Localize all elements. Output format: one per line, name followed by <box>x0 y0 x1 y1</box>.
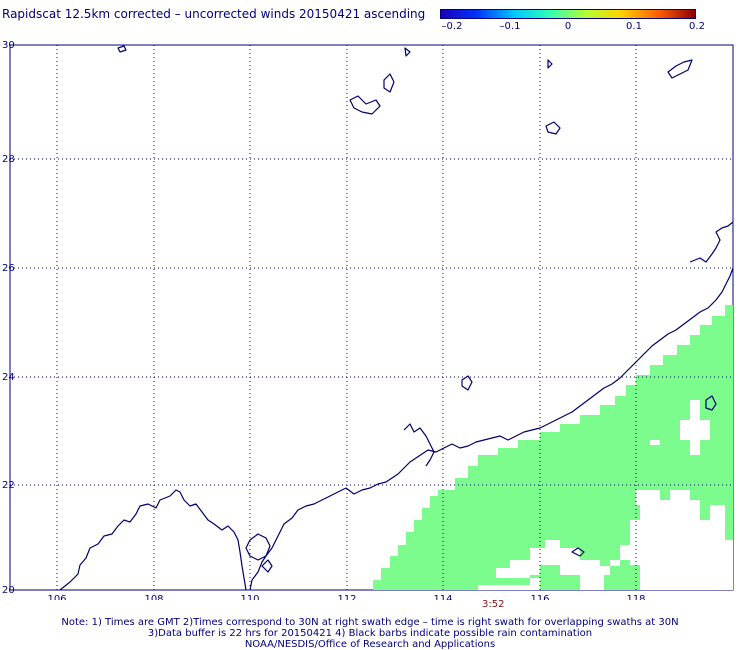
swath-time-label: 3:52 <box>482 599 505 610</box>
lon-label: 114 <box>433 594 452 600</box>
lon-label: 112 <box>337 594 356 600</box>
lon-label: 116 <box>530 594 549 600</box>
colorbar-tick: –0.1 <box>499 21 521 32</box>
lon-label: 110 <box>240 594 259 600</box>
coastline <box>59 45 734 591</box>
lat-label: 22 <box>2 480 15 491</box>
lon-label: 106 <box>47 594 66 600</box>
lon-label: 118 <box>626 594 645 600</box>
colorbar-tick: –0.2 <box>441 21 463 32</box>
map-panel: 30 28 26 24 22 20 106 108 110 112 114 11… <box>2 40 734 600</box>
lat-label: 28 <box>2 154 15 165</box>
lat-label: 30 <box>2 40 15 51</box>
colorbar-tick: 0 <box>564 21 572 32</box>
lon-label: 108 <box>144 594 163 600</box>
colorbar-tick: 0.1 <box>626 21 642 32</box>
note-line-1: Note: 1) Times are GMT 2)Times correspon… <box>61 617 679 628</box>
lat-label: 24 <box>2 372 15 383</box>
lat-label: 26 <box>2 263 15 274</box>
graticule <box>10 45 733 590</box>
lat-label: 20 <box>2 585 15 596</box>
colorbar <box>440 9 696 19</box>
note-line-2: 3)Data buffer is 22 hrs for 20150421 4) … <box>147 628 593 639</box>
map-title: Rapidscat 12.5km corrected – uncorrected… <box>2 7 426 21</box>
note-line-3: NOAA/NESDIS/Office of Research and Appli… <box>244 639 496 650</box>
wind-swath <box>373 305 733 590</box>
colorbar-tick: 0.2 <box>689 21 705 32</box>
